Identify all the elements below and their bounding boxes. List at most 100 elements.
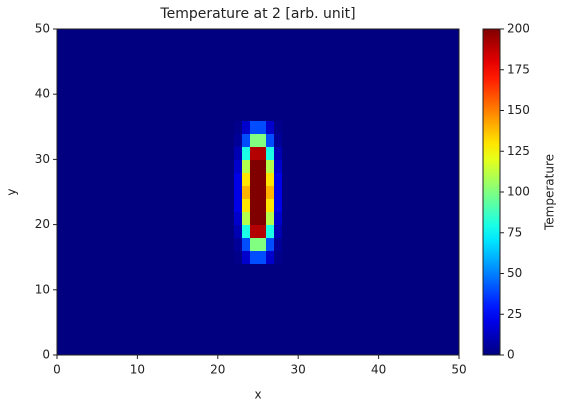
x-tick-label: 20: [210, 363, 225, 377]
heatmap-cell: [274, 185, 283, 200]
heatmap-cell: [241, 185, 251, 200]
colorbar-tick-label: 0: [507, 348, 515, 362]
heatmap-cell: [274, 211, 283, 226]
heatmap-cell: [57, 146, 235, 160]
heatmap-cell: [258, 120, 267, 134]
heatmap-cell: [266, 172, 275, 186]
heatmap-cell: [274, 29, 283, 121]
heatmap-cell: [282, 29, 460, 121]
heatmap-cell: [233, 211, 243, 226]
heatmap-cell: [241, 263, 251, 356]
heatmap-cell: [233, 263, 243, 356]
heatmap-cell: [233, 185, 243, 200]
y-tick-label: 40: [35, 87, 50, 101]
heatmap-cell: [241, 172, 251, 186]
heatmap-cell: [233, 159, 243, 173]
heatmap-cell: [57, 237, 235, 252]
heatmap-cell: [249, 172, 259, 186]
colorbar-tick-label: 175: [507, 62, 530, 76]
heatmap-cell: [57, 133, 235, 147]
colorbar-tick-label: 125: [507, 144, 530, 158]
heatmap-cell: [249, 146, 259, 160]
heatmap-cell: [282, 198, 460, 213]
heatmap-cell: [258, 185, 267, 200]
heatmap-cell: [282, 120, 460, 134]
heatmap-cell: [57, 29, 235, 121]
heatmap-cell: [274, 172, 283, 186]
heatmap-cell: [249, 185, 259, 200]
heatmap-cell: [241, 159, 251, 173]
heatmap-cell: [274, 146, 283, 160]
heatmap-cell: [233, 237, 243, 252]
heatmap-cell: [249, 250, 259, 265]
heatmap-cell: [249, 198, 259, 213]
heatmap-cell: [266, 211, 275, 226]
heatmap-cell: [241, 250, 251, 265]
colorbar: [482, 28, 501, 356]
heatmap-cell: [258, 211, 267, 226]
y-tick-label: 50: [35, 22, 50, 36]
heatmap-cell: [258, 224, 267, 239]
heatmap-cell: [274, 250, 283, 265]
heatmap-cell: [266, 133, 275, 147]
heatmap-cell: [57, 159, 235, 173]
heatmap-cell: [266, 146, 275, 160]
heatmap-cell: [233, 133, 243, 147]
heatmap-cell: [233, 172, 243, 186]
chart-title: Temperature at 2 [arb. unit]: [159, 6, 355, 22]
heatmap-cell: [241, 237, 251, 252]
heatmap-cell: [57, 224, 235, 239]
y-axis-label: y: [5, 188, 19, 195]
colorbar-tick-label: 75: [507, 225, 522, 239]
heatmap-cell: [258, 172, 267, 186]
x-tick-label: 10: [130, 363, 145, 377]
colorbar-tick-label: 100: [507, 185, 530, 199]
colorbar-tick-label: 200: [507, 22, 530, 36]
heatmap-cell: [274, 263, 283, 356]
heatmap-cell: [57, 185, 235, 200]
heatmap-cell: [249, 120, 259, 134]
heatmap-cell: [57, 250, 235, 265]
heatmap-cell: [249, 237, 259, 252]
heatmap-cell: [241, 29, 251, 121]
heatmap-cell: [249, 29, 259, 121]
heatmap-cell: [266, 250, 275, 265]
heatmap-cell: [274, 159, 283, 173]
heatmap-cell: [282, 237, 460, 252]
colorbar-tick-label: 150: [507, 103, 530, 117]
heatmap-cell: [266, 159, 275, 173]
heatmap-cell: [282, 224, 460, 239]
x-tick-label: 50: [451, 363, 466, 377]
y-tick-label: 20: [35, 217, 50, 231]
heatmap-cell: [249, 133, 259, 147]
heatmap-cell: [249, 159, 259, 173]
heatmap-cell: [274, 237, 283, 252]
heatmap-cell: [258, 237, 267, 252]
heatmap-cell: [282, 133, 460, 147]
heatmap-cell: [233, 146, 243, 160]
heatmap-cell: [241, 133, 251, 147]
heatmap-cell: [266, 198, 275, 213]
heatmap-cell: [274, 224, 283, 239]
heatmap-cell: [266, 263, 275, 356]
colorbar-label: Temperature: [543, 154, 557, 231]
heatmap-cell: [266, 224, 275, 239]
heatmap-cell: [241, 146, 251, 160]
heatmap-cell: [274, 198, 283, 213]
heatmap-cell: [233, 120, 243, 134]
heatmap-cell: [233, 198, 243, 213]
heatmap-cell: [258, 29, 267, 121]
heatmap-cell: [258, 133, 267, 147]
heatmap-cell: [258, 159, 267, 173]
colorbar-tick-label: 50: [507, 266, 522, 280]
heatmap-cell: [57, 172, 235, 186]
heatmap-cell: [282, 185, 460, 200]
heatmap-cell: [233, 224, 243, 239]
heatmap-cell: [258, 250, 267, 265]
heatmap-cell: [57, 120, 235, 134]
heatmap-cell: [282, 263, 460, 356]
heatmap-cell: [249, 263, 259, 356]
heatmap-cell: [274, 133, 283, 147]
heatmap-cell: [258, 263, 267, 356]
